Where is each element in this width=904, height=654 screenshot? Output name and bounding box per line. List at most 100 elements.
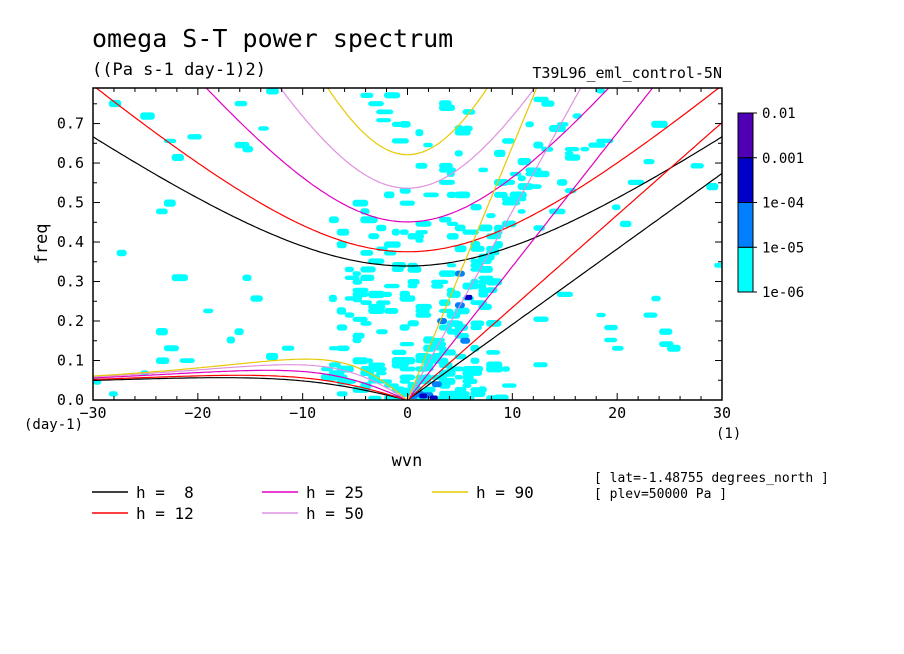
heatmap-cell [501, 179, 516, 185]
heatmap-cell [258, 126, 269, 131]
heatmap-cell [494, 191, 508, 198]
heatmap-cell [376, 379, 393, 384]
heatmap-cell [376, 109, 394, 115]
dispersion-curve [279, 88, 536, 189]
x-tick-label: −30 [79, 404, 106, 422]
heatmap-cell [391, 228, 400, 236]
dispersion-curve [406, 88, 538, 400]
heatmap-cell [360, 321, 372, 326]
heatmap-cell [399, 290, 410, 298]
dispersion-curve [95, 88, 720, 253]
heatmap-cell [439, 162, 453, 169]
heatmap-cell [722, 151, 735, 157]
heatmap-cell [651, 120, 668, 128]
heatmap-cell [281, 345, 295, 351]
heatmap-cell [368, 258, 385, 264]
heatmap-cell [336, 307, 347, 315]
heatmap-cell [407, 283, 418, 289]
y-tick-label: 0.0 [57, 391, 84, 409]
heatmap-cell [446, 167, 457, 173]
heatmap-cell [651, 295, 661, 302]
legend-label: h = 8 [136, 483, 194, 502]
heatmap-cell [446, 191, 457, 198]
heatmap-cell [423, 192, 439, 198]
heatmap-cell [368, 374, 381, 381]
dispersion-curve [406, 88, 582, 400]
heatmap-cell [419, 393, 428, 399]
heatmap-cell [368, 233, 380, 240]
colorbar-swatch [737, 202, 754, 248]
heatmap-cell [352, 332, 365, 339]
heatmap-cell [187, 134, 202, 140]
heatmap-cell [368, 395, 382, 400]
chart-title: omega S-T power spectrum [92, 24, 453, 53]
heatmap-cell [242, 145, 254, 153]
heatmap-cell [352, 199, 369, 207]
dispersion-curve [407, 88, 654, 400]
heatmap-cell [429, 395, 438, 400]
heatmap-cell [415, 162, 428, 169]
heatmap-cell [383, 92, 401, 99]
legend-label: h = 50 [306, 504, 364, 523]
heatmap-cell [478, 224, 493, 232]
heatmap-cell [415, 129, 424, 137]
colorbar-label: 1e-06 [762, 285, 804, 301]
heatmap-cell [336, 324, 348, 331]
colorbar-label: 1e-04 [762, 196, 804, 212]
heatmap-cell [234, 100, 248, 107]
heatmap-cell [454, 386, 467, 393]
heatmap-cell [454, 224, 466, 232]
y-tick-label: 0.7 [57, 115, 84, 133]
dataset-label: T39L96_eml_control-5N [532, 64, 722, 82]
heatmap-cell [399, 121, 411, 128]
heatmap-cell [556, 179, 568, 186]
heatmap-cell [454, 245, 467, 253]
heatmap-cell [399, 200, 415, 206]
heatmap-cell [462, 395, 475, 400]
heatmap-cell [266, 88, 279, 95]
heatmap-cell [344, 266, 354, 273]
heatmap-cell [478, 167, 489, 173]
heatmap-cell [564, 154, 581, 161]
heatmap-cell [439, 179, 455, 185]
legend: h = 8 h = 12 h = 25 h = 50 h = 90 [92, 483, 534, 523]
heatmap-cell [533, 141, 544, 149]
heatmap-cell [399, 187, 411, 194]
heatmap-cell [454, 375, 463, 380]
heatmap-cell [439, 349, 456, 356]
heatmap-cell [336, 228, 350, 236]
heatmap-cell [336, 345, 350, 352]
dispersion-curve [93, 364, 408, 400]
heatmap-cell [437, 318, 448, 325]
heatmap-cell [431, 353, 442, 361]
heatmap-cell [549, 208, 566, 215]
heatmap-cell [494, 149, 506, 157]
heatmap-cell [376, 371, 387, 376]
heatmap-cell [627, 179, 645, 185]
heatmap-cell [454, 391, 470, 397]
colorbar-swatch [737, 157, 754, 203]
heatmap-cell [415, 312, 432, 318]
heatmap-cell [439, 216, 452, 223]
heatmap-cell [360, 358, 374, 363]
heatmap-cell [564, 147, 580, 152]
y-axis-unit: (day-1) [24, 417, 83, 433]
heatmap-cell [399, 324, 410, 331]
heatmap-cell [714, 262, 722, 268]
heatmap-cell [454, 150, 463, 157]
heatmap-cell [564, 151, 574, 156]
y-tick-label: 0.1 [57, 352, 84, 370]
heatmap-cell [525, 121, 534, 128]
heatmap-cell [368, 101, 384, 107]
heatmap-cell [611, 204, 621, 211]
heatmap-cell [470, 267, 480, 272]
heatmap-cell [360, 366, 371, 373]
heatmap-cell [399, 366, 416, 372]
heatmap-cell [415, 303, 432, 310]
colorbar: 0.01 0.001 1e-04 1e-05 1e-06 [737, 106, 804, 301]
heatmap-cell [722, 311, 731, 318]
heatmap-cell [494, 241, 503, 249]
heatmap-cell [588, 142, 606, 148]
heatmap-cell [407, 233, 424, 240]
